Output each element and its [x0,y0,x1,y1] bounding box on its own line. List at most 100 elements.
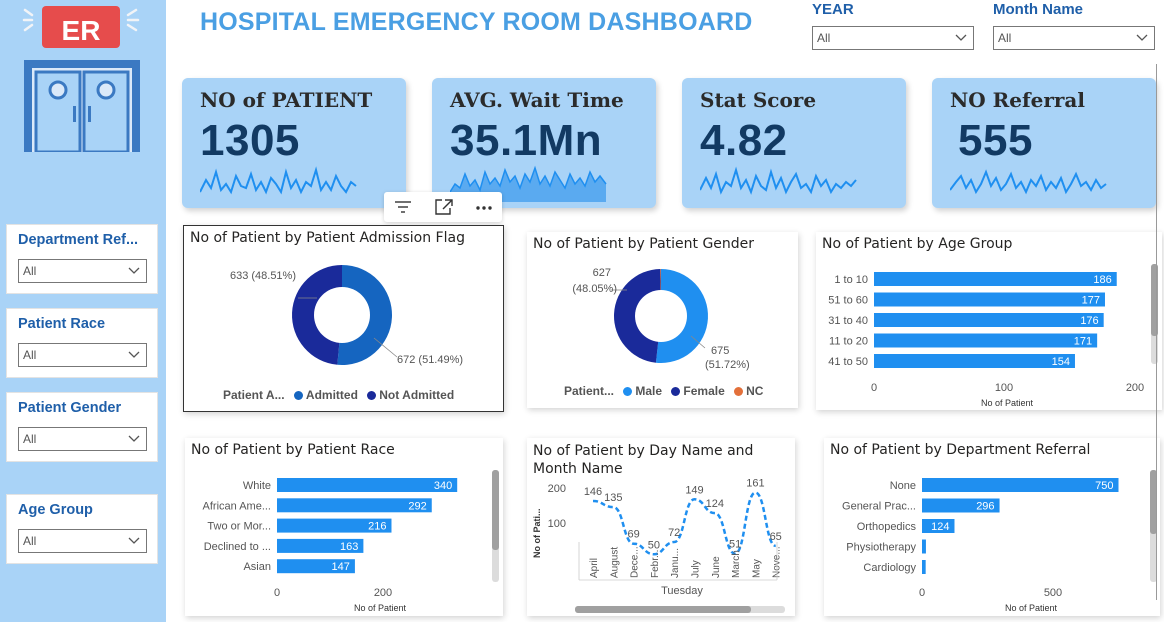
kpi-card-wait-time[interactable]: AVG. Wait Time 35.1Mn [432,78,656,208]
bar-11-to-20[interactable] [874,333,1098,348]
chart-title: No of Patient by Patient Admission Flag [190,230,465,246]
department-referral-dropdown[interactable]: All [18,259,147,283]
bar-41-to-50[interactable] [874,354,1075,368]
data-label: 750 [1095,480,1113,492]
kpi-title: AVG. Wait Time [450,88,624,112]
x-group-label: Tuesday [661,585,703,597]
bar-51-to-60[interactable] [874,292,1105,307]
category-label: Febr... [650,550,661,578]
bar-two-or-mor[interactable] [277,518,392,533]
page-scrollbar[interactable] [1156,64,1162,600]
chart-day-month[interactable]: No of Patient by Day Name and Month Name… [527,438,795,616]
category-label: White [243,480,271,492]
data-label: 177 [1082,295,1100,307]
legend-swatch-nc [734,387,744,396]
sparkline-line [200,166,357,195]
scrollbar-thumb[interactable] [1151,264,1158,336]
gender-label-female-pct: (48.05%) [572,283,617,295]
kpi-title: NO of PATIENT [200,88,373,112]
bar-cardiology[interactable] [922,560,926,574]
bar-declined-to[interactable] [277,538,364,553]
legend-item-male[interactable]: Male [635,384,663,398]
category-label: Janu... [670,548,681,578]
chart-scrollbar[interactable] [1151,264,1158,364]
age-group-dropdown[interactable]: All [18,529,147,553]
data-label: 124 [706,498,724,510]
page-title: HOSPITAL EMERGENCY ROOM DASHBOARD [200,8,753,36]
bar-general-prac[interactable] [922,498,1000,513]
chart-title: No of Patient by Patient Race [191,442,395,458]
series-line[interactable] [592,491,777,556]
data-label: 340 [434,480,452,492]
category-label: Declined to ... [204,541,271,553]
bar-31-to-40[interactable] [874,313,1104,327]
kpi-card-referral[interactable]: NO Referral 555 [932,78,1156,208]
dropdown-value: All [23,264,37,278]
chart-title: No of Patient by Department Referral [830,442,1091,458]
chart-age-group[interactable]: No of Patient by Age Group 1 to 10 186 51 … [816,232,1162,410]
category-label: 51 to 60 [828,295,868,307]
bar-african-ame[interactable] [277,498,432,513]
bar-physiotherapy[interactable] [922,539,926,554]
kpi-value: 555 [958,116,1033,165]
y-axis-label: No of Pati... [532,509,542,559]
bar-none[interactable] [922,478,1119,492]
chart-scrollbar[interactable] [1150,470,1157,582]
dropdown-value: All [23,432,37,446]
more-options-icon[interactable] [474,198,494,216]
year-dropdown[interactable]: All [812,26,974,50]
kpi-card-stat-score[interactable]: Stat Score 4.82 [682,78,906,208]
slicer-title: Patient Gender [18,400,122,416]
legend-swatch-admitted [293,391,303,400]
slicer-title: Department Ref... [18,232,139,248]
chart-scrollbar[interactable] [492,470,499,582]
legend-item-admitted[interactable]: Admitted [305,388,358,402]
category-label: Orthopedics [857,521,917,533]
legend-item-not-admitted[interactable]: Not Admitted [379,388,455,402]
chart-scrollbar[interactable] [575,606,785,613]
er-door-icon: ER [22,6,140,152]
chevron-down-icon [128,351,140,358]
month-name-dropdown[interactable]: All [993,26,1155,50]
data-label: 72 [668,527,680,539]
category-label: June [711,556,722,578]
category-label: May [751,559,762,578]
legend-item-nc[interactable]: NC [746,384,764,398]
dropdown-value: All [998,31,1012,45]
sparkline [700,166,857,195]
focus-mode-icon[interactable] [434,198,454,216]
scrollbar-thumb[interactable] [492,470,499,550]
gender-label-male: 675 [711,345,729,357]
chart-admission-flag[interactable]: No of Patient by Patient Admission Flag … [183,225,504,412]
filter-icon[interactable] [393,198,413,216]
data-label: 135 [604,492,622,504]
legend-title: Patient... [564,384,615,398]
category-label: Asian [243,561,271,573]
legend-swatch-not-admitted [367,391,377,400]
category-label: 31 to 40 [828,315,868,327]
patient-race-dropdown[interactable]: All [18,343,147,367]
chart-patient-gender[interactable]: No of Patient by Patient Gender 627 (48.… [527,232,798,408]
bar-asian[interactable] [277,559,355,574]
chart-patient-race[interactable]: No of Patient by Patient Race White 340 Af… [185,438,503,616]
scrollbar-thumb[interactable] [1150,470,1157,534]
kpi-value: 35.1Mn [450,116,603,165]
category-label: August [609,547,620,578]
legend-item-female[interactable]: Female [683,384,725,398]
category-label: Dece... [630,546,641,578]
kpi-card-patients[interactable]: NO of PATIENT 1305 [182,78,406,208]
chart-department-referral[interactable]: No of Patient by Department Referral Non… [824,438,1160,616]
chart-legend: Patient... Male Female NC [564,384,763,398]
bar-white[interactable] [277,478,458,492]
bar-1-to-10[interactable] [874,272,1117,286]
slicer-title: YEAR [812,1,854,18]
slicer-title: Month Name [993,1,1083,18]
category-label: Cardiology [863,562,916,574]
patient-gender-dropdown[interactable]: All [18,427,147,451]
x-axis-label: No of Patient [354,603,407,613]
data-label: 154 [1052,356,1070,368]
bar-orthopedics[interactable] [922,519,955,533]
axis-tick: 0 [919,587,925,599]
chevron-down-icon [128,267,140,274]
scrollbar-thumb[interactable] [575,606,751,613]
